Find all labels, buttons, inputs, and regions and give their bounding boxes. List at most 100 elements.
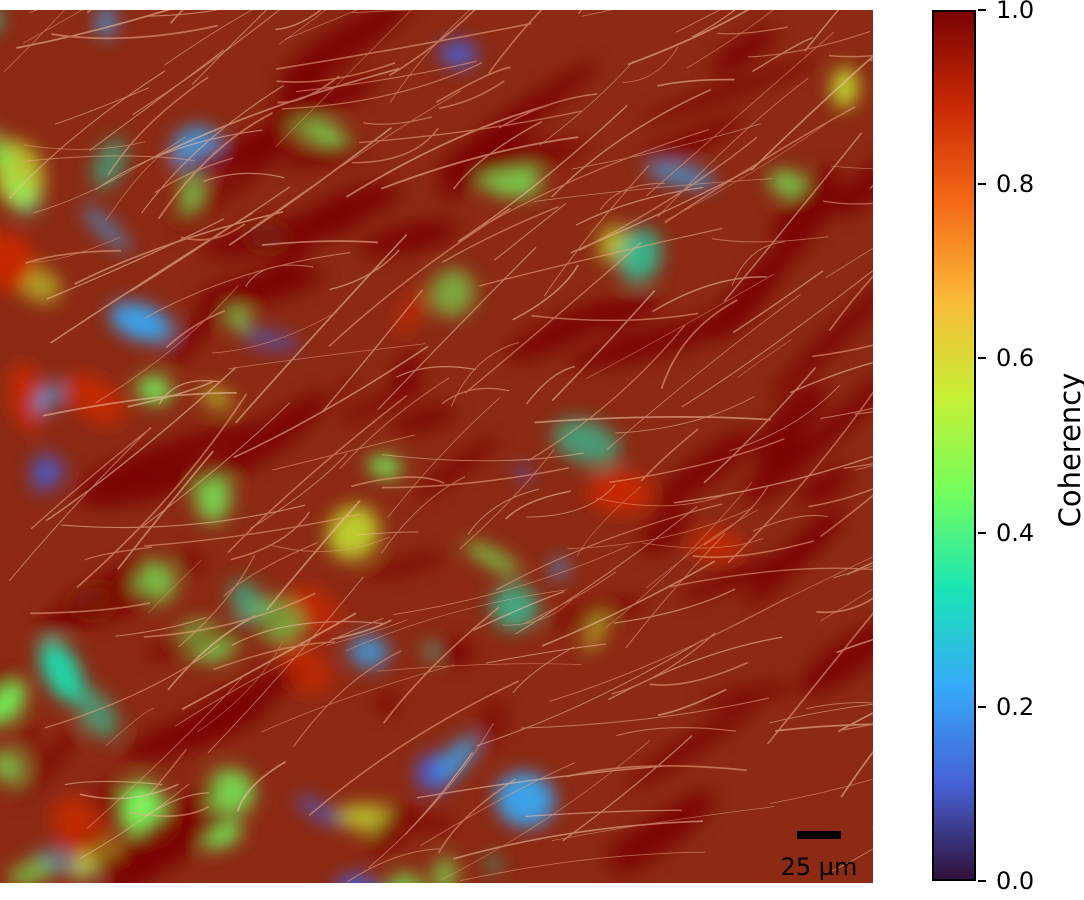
coherency-patch bbox=[386, 872, 425, 883]
actin-fiber bbox=[144, 513, 361, 547]
coherency-band bbox=[779, 349, 873, 478]
actin-fiber bbox=[167, 615, 256, 691]
coherency-band bbox=[798, 465, 853, 505]
actin-fiber bbox=[54, 87, 150, 125]
coherency-patch bbox=[282, 118, 347, 142]
actin-fiber bbox=[228, 126, 393, 246]
actin-fiber bbox=[820, 407, 873, 419]
actin-fiber bbox=[8, 70, 165, 200]
coherency-band bbox=[414, 437, 498, 500]
actin-fiber bbox=[613, 588, 736, 624]
colorbar-gradient bbox=[932, 10, 976, 881]
actin-fiber bbox=[828, 274, 873, 332]
coherency-patch bbox=[338, 373, 355, 403]
coherency-band bbox=[568, 314, 744, 370]
colorbar-tick-label: 0.6 bbox=[996, 344, 1035, 373]
coherency-patch bbox=[39, 639, 84, 703]
actin-fiber bbox=[230, 511, 310, 561]
actin-fiber bbox=[377, 663, 582, 672]
actin-fiber bbox=[674, 455, 873, 504]
actin-fiber bbox=[531, 312, 699, 322]
actin-fiber bbox=[822, 200, 873, 205]
coherency-patch bbox=[64, 373, 125, 426]
actin-fiber bbox=[293, 650, 402, 747]
coherency-patch bbox=[646, 165, 717, 187]
actin-fiber bbox=[236, 761, 287, 812]
coherency-patch bbox=[490, 584, 539, 631]
actin-fiber bbox=[609, 438, 785, 484]
coherency-band bbox=[15, 720, 86, 802]
actin-fiber bbox=[853, 464, 873, 471]
coherency-band bbox=[640, 504, 690, 555]
actin-fiber bbox=[281, 62, 483, 110]
actin-fiber bbox=[181, 612, 357, 711]
coherency-patch bbox=[97, 10, 116, 39]
actin-fiber bbox=[576, 486, 641, 557]
actin-fiber bbox=[105, 708, 155, 747]
actin-fiber bbox=[25, 249, 121, 264]
actin-fiber bbox=[129, 805, 210, 817]
coherency-band bbox=[202, 210, 363, 257]
actin-fiber bbox=[485, 643, 607, 664]
actin-fiber bbox=[266, 500, 361, 611]
actin-fiber bbox=[157, 112, 273, 220]
coherency-patch bbox=[495, 772, 555, 828]
actin-fiber bbox=[494, 203, 567, 261]
actin-fiber bbox=[676, 10, 721, 33]
actin-fiber bbox=[711, 236, 829, 243]
coherency-band bbox=[368, 805, 414, 854]
actin-fiber bbox=[541, 560, 716, 647]
actin-fiber bbox=[570, 167, 753, 254]
actin-fiber bbox=[526, 484, 616, 518]
actin-fiber bbox=[657, 78, 735, 87]
actin-fiber bbox=[84, 546, 153, 561]
actin-fiber bbox=[808, 488, 873, 508]
actin-fiber bbox=[775, 723, 873, 732]
coherency-patch bbox=[229, 310, 250, 330]
actin-fiber bbox=[141, 402, 291, 528]
coherency-patch bbox=[376, 693, 398, 714]
colorbar-label: Coherency bbox=[1053, 372, 1084, 528]
colorbar-tick bbox=[978, 183, 986, 186]
actin-fiber bbox=[211, 311, 338, 354]
coherency-patch bbox=[0, 749, 25, 784]
coherency-patch bbox=[610, 597, 642, 614]
coherency-patch bbox=[0, 231, 35, 292]
coherency-band bbox=[143, 611, 297, 659]
actin-fiber bbox=[533, 178, 773, 202]
actin-fiber bbox=[649, 661, 749, 686]
actin-fiber bbox=[611, 632, 716, 695]
actin-fiber bbox=[438, 80, 505, 109]
actin-fiber bbox=[790, 361, 873, 394]
coherency-patch bbox=[464, 541, 521, 576]
actin-fiber bbox=[44, 644, 220, 729]
actin-fiber bbox=[441, 387, 510, 405]
actin-fiber bbox=[381, 452, 584, 462]
actin-fiber bbox=[615, 396, 755, 434]
actin-fiber bbox=[115, 616, 207, 637]
actin-fiber bbox=[154, 157, 233, 194]
actin-fiber bbox=[339, 377, 450, 470]
actin-fiber bbox=[567, 507, 753, 550]
actin-fiber bbox=[804, 10, 840, 52]
coherency-band bbox=[700, 683, 793, 708]
actin-fiber bbox=[837, 712, 873, 733]
actin-fiber bbox=[551, 289, 656, 402]
coherency-patch bbox=[368, 455, 402, 478]
coherency-band bbox=[168, 121, 316, 233]
actin-fiber bbox=[472, 590, 565, 632]
actin-fiber bbox=[272, 434, 416, 471]
actin-fiber bbox=[534, 416, 772, 424]
coherency-band bbox=[710, 27, 776, 76]
actin-fiber bbox=[143, 592, 316, 638]
actin-fiber bbox=[350, 476, 445, 488]
actin-fiber bbox=[80, 783, 190, 859]
actin-fiber bbox=[727, 391, 873, 564]
actin-fiber bbox=[752, 514, 828, 532]
actin-fiber bbox=[437, 778, 516, 854]
actin-fiber bbox=[331, 619, 392, 641]
coherency-patch bbox=[768, 171, 807, 195]
coherency-patch bbox=[297, 796, 341, 825]
actin-fiber bbox=[645, 509, 759, 589]
coherency-patch bbox=[394, 290, 426, 336]
